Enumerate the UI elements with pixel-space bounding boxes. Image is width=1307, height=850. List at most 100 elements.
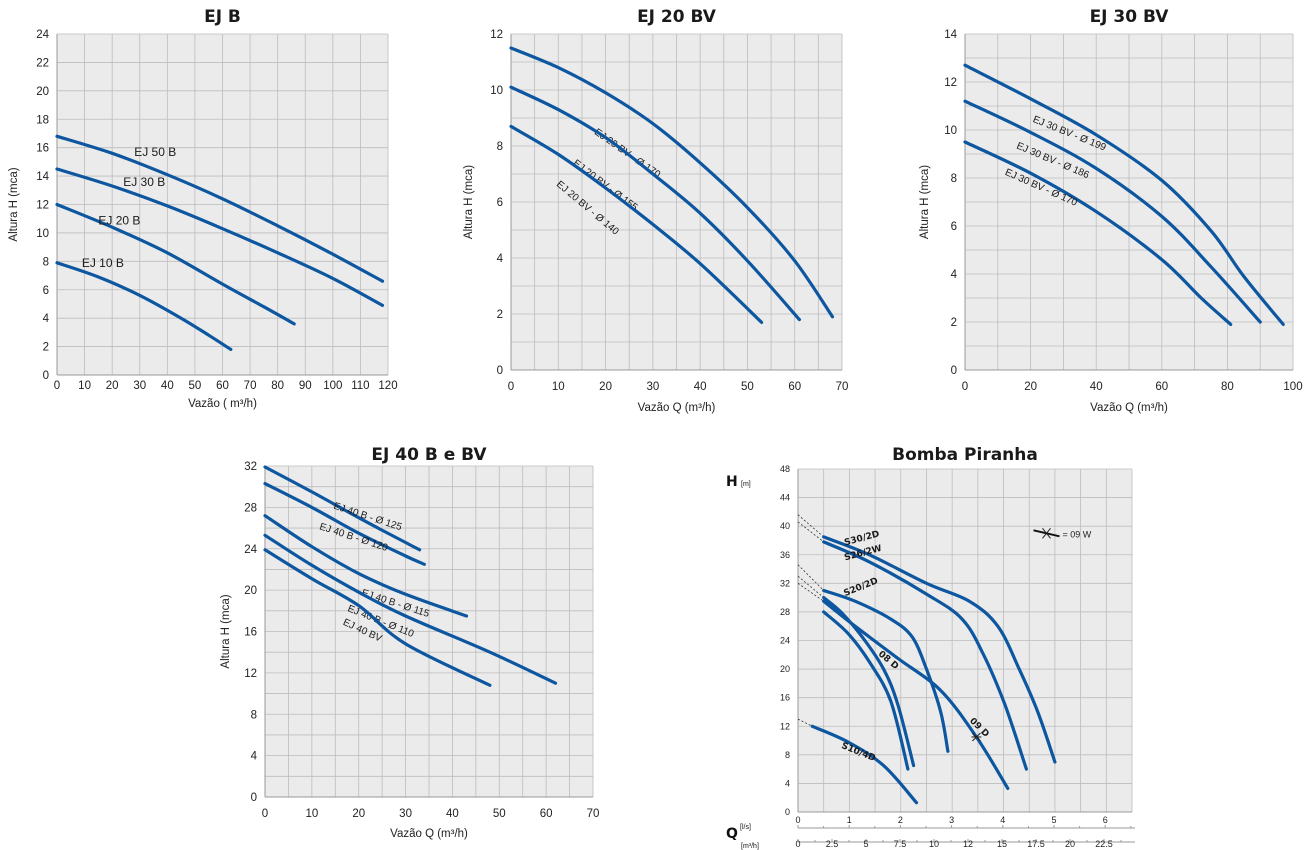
y-tick-label: 22 xyxy=(36,57,49,69)
y-tick-label: 0 xyxy=(43,370,49,382)
y-tick-label: 28 xyxy=(780,607,790,617)
x-tick-label: 70 xyxy=(587,808,600,820)
y-tick-label: 8 xyxy=(951,173,957,185)
curve-ej-20-b xyxy=(55,202,296,326)
y-axis-title: Altura H (mca) xyxy=(463,165,475,239)
ls-tick-label: 4 xyxy=(1000,815,1005,825)
curve-label: EJ 30 B xyxy=(123,175,165,189)
curve-09-d xyxy=(822,599,1010,790)
m3h-tick-label: 12 xyxy=(963,839,973,849)
y-tick-label: 0 xyxy=(251,792,257,804)
y-tick-label: 10 xyxy=(490,85,503,97)
curve-ej-30-bv-199 xyxy=(963,63,1285,326)
m3h-tick-label: 15 xyxy=(997,839,1007,849)
y-tick-label: 32 xyxy=(244,461,257,473)
x-tick-label: 90 xyxy=(299,380,312,392)
y-axis-title: H xyxy=(726,474,738,490)
chart-title: EJ 30 BV xyxy=(1090,7,1170,27)
x-tick-label: 50 xyxy=(189,380,202,392)
y-tick-label: 12 xyxy=(780,721,790,731)
y-tick-label: 40 xyxy=(780,521,790,531)
y-tick-label: 4 xyxy=(43,313,50,325)
y-tick-label: 8 xyxy=(251,709,257,721)
y-tick-label: 8 xyxy=(497,141,503,153)
curve-ej-20-bv-140 xyxy=(509,124,764,324)
gridlines xyxy=(264,465,594,798)
x-tick-label: 10 xyxy=(305,808,318,820)
x-tick-label: 60 xyxy=(216,380,229,392)
curve-label: EJ 10 B xyxy=(82,256,124,270)
x-tick-label: 60 xyxy=(788,381,801,393)
ls-tick-label: 0 xyxy=(795,815,800,825)
y-tick-label: 18 xyxy=(36,114,49,126)
y-tick-label: 20 xyxy=(36,86,49,98)
y-tick-label: 36 xyxy=(780,550,790,560)
m3h-tick-label: 2.5 xyxy=(826,839,839,849)
curve-ej-20-bv-170 xyxy=(509,46,835,319)
y-tick-label: 32 xyxy=(780,578,790,588)
gridlines xyxy=(56,33,389,376)
x-tick-label: 20 xyxy=(106,380,119,392)
x-tick-label: 30 xyxy=(133,380,146,392)
x-axis-title: Vazão Q (m³/h) xyxy=(1090,402,1168,414)
curve-ej-40-b-125 xyxy=(263,465,422,552)
y-tick-label: 6 xyxy=(951,221,957,233)
x-axis-title: Vazão Q (m³/h) xyxy=(638,402,716,414)
curve-extension xyxy=(797,521,824,543)
legend-marker xyxy=(1042,528,1051,539)
y-tick-label: 10 xyxy=(36,228,49,240)
x-tick-label: 80 xyxy=(1221,381,1234,393)
y-axis-title: Altura H (mca) xyxy=(8,167,20,241)
x-tick-label: 10 xyxy=(78,380,91,392)
curve-s20-2d xyxy=(822,588,950,753)
curve-s10-4d xyxy=(810,724,919,805)
y-tick-label: 6 xyxy=(43,285,49,297)
y-tick-label: 0 xyxy=(785,807,790,817)
legend-label: = 09 W xyxy=(1063,529,1092,539)
x-tick-label: 40 xyxy=(694,381,707,393)
ls-tick-label: 1 xyxy=(847,815,852,825)
y-tick-label: 48 xyxy=(780,464,790,474)
curve-ej-30-b xyxy=(55,167,385,307)
chart-title: EJ 20 BV xyxy=(637,7,717,27)
y-tick-label: 10 xyxy=(944,125,957,137)
m3h-tick-label: 17.5 xyxy=(1027,839,1045,849)
x-tick-label: 20 xyxy=(352,808,365,820)
y-tick-label: 12 xyxy=(944,77,957,89)
y-tick-label: 16 xyxy=(36,143,49,155)
y-axis-unit: [m] xyxy=(741,481,751,488)
x-tick-label: 50 xyxy=(741,381,754,393)
y-tick-label: 8 xyxy=(785,750,790,760)
x-axis-unit-m3h: [m³/h] xyxy=(741,843,759,850)
chart-title: Bomba Piranha xyxy=(892,445,1038,465)
x-tick-label: 30 xyxy=(399,808,412,820)
curve-unlabeled xyxy=(822,610,910,771)
curve-ej-50-b xyxy=(55,134,385,283)
x-tick-label: 110 xyxy=(351,380,369,392)
y-tick-label: 8 xyxy=(43,256,49,268)
x-tick-label: 100 xyxy=(1283,381,1302,393)
y-tick-label: 14 xyxy=(36,171,49,183)
curve-ej-40-bv xyxy=(263,548,492,687)
chart-title: EJ B xyxy=(204,7,241,27)
y-axis-title: Altura H (mca) xyxy=(919,165,931,239)
x-tick-label: 60 xyxy=(540,808,553,820)
y-tick-label: 12 xyxy=(490,29,503,41)
y-tick-label: 16 xyxy=(780,693,790,703)
y-tick-label: 4 xyxy=(785,778,790,788)
x-tick-label: 100 xyxy=(323,380,342,392)
chart-ej-20-bv: EJ 20 BV 0 2 4 6 8 10 12 0 10 20 30 40 50 60 70 Vazão Q … xyxy=(463,7,848,414)
x-tick-label: 0 xyxy=(54,380,60,392)
curve-ej-30-bv-186 xyxy=(963,99,1262,324)
y-tick-label: 16 xyxy=(244,627,257,639)
x-tick-label: 120 xyxy=(378,380,397,392)
x-tick-label: 0 xyxy=(262,808,268,820)
m3h-tick-label: 22.5 xyxy=(1095,839,1113,849)
y-tick-label: 20 xyxy=(780,664,790,674)
m3h-tick-label: 10 xyxy=(929,839,939,849)
y-tick-label: 24 xyxy=(244,544,257,556)
legend: = 09 W xyxy=(1033,528,1092,539)
curve-ej-30-bv-170 xyxy=(963,140,1233,326)
ls-tick-label: 6 xyxy=(1103,815,1108,825)
curve-08-d xyxy=(822,596,916,768)
